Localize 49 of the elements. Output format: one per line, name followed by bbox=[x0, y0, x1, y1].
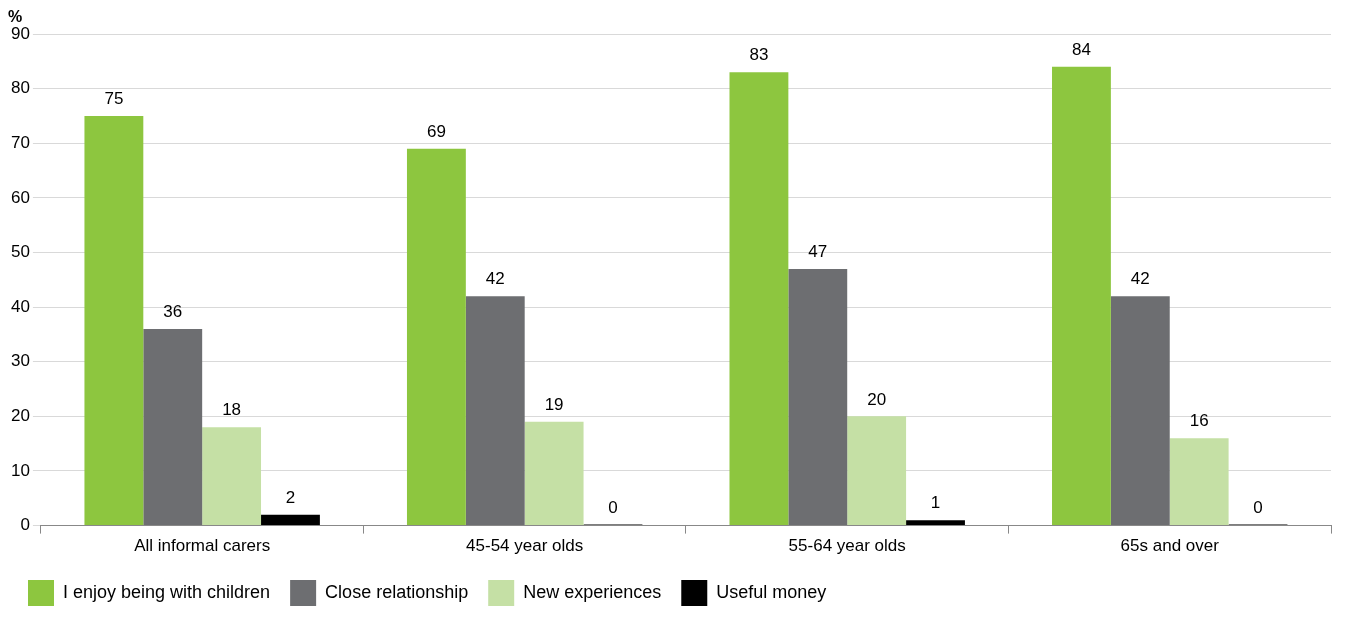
x-tick-label: All informal carers bbox=[134, 536, 271, 556]
legend-label: New experiences bbox=[523, 581, 662, 602]
y-tick-label: 80 bbox=[10, 78, 30, 98]
legend-label: I enjoy being with children bbox=[63, 581, 271, 602]
bar bbox=[524, 421, 584, 526]
legend-label: Close relationship bbox=[325, 581, 469, 602]
data-label: 2 bbox=[285, 487, 296, 507]
x-tick-label: 65s and over bbox=[1120, 536, 1220, 556]
data-label: 42 bbox=[1130, 269, 1150, 289]
data-label: 16 bbox=[1189, 411, 1209, 431]
bar bbox=[202, 427, 262, 526]
y-tick-label: 60 bbox=[10, 187, 30, 207]
x-tick-label: 45-54 year olds bbox=[466, 536, 584, 556]
bar bbox=[729, 72, 789, 526]
bar bbox=[406, 148, 466, 526]
data-label: 69 bbox=[426, 121, 446, 141]
bar bbox=[1110, 296, 1170, 526]
data-label: 47 bbox=[808, 242, 828, 262]
x-tick-label: 55-64 year olds bbox=[788, 536, 906, 556]
y-tick-label: 70 bbox=[10, 132, 30, 152]
bar bbox=[465, 296, 525, 526]
bar bbox=[1169, 438, 1229, 526]
bar bbox=[847, 416, 907, 526]
data-label: 42 bbox=[485, 269, 505, 289]
y-axis-title: % bbox=[8, 8, 23, 26]
data-label: 19 bbox=[544, 395, 564, 415]
legend-label: Useful money bbox=[716, 581, 827, 602]
y-tick-label: 10 bbox=[10, 460, 30, 480]
bar bbox=[84, 115, 144, 526]
data-label: 83 bbox=[749, 45, 769, 65]
data-label: 0 bbox=[1253, 497, 1263, 517]
y-tick-label: 20 bbox=[10, 406, 30, 426]
data-label: 84 bbox=[1071, 39, 1091, 59]
y-tick-label: 0 bbox=[20, 515, 30, 535]
y-tick-label: 40 bbox=[10, 296, 30, 316]
y-tick-label: 30 bbox=[10, 351, 30, 371]
bar bbox=[1052, 66, 1111, 526]
bar bbox=[788, 268, 848, 526]
y-tick-label: 90 bbox=[10, 23, 30, 43]
data-label: 0 bbox=[608, 497, 618, 517]
data-label: 36 bbox=[163, 302, 183, 322]
bar bbox=[143, 328, 203, 526]
bar bbox=[261, 514, 320, 526]
bar bbox=[906, 520, 965, 526]
data-label: 75 bbox=[104, 89, 124, 109]
data-label: 18 bbox=[222, 400, 242, 420]
data-label: 20 bbox=[867, 389, 887, 409]
y-tick-label: 50 bbox=[10, 242, 30, 262]
data-label: 1 bbox=[930, 493, 941, 513]
